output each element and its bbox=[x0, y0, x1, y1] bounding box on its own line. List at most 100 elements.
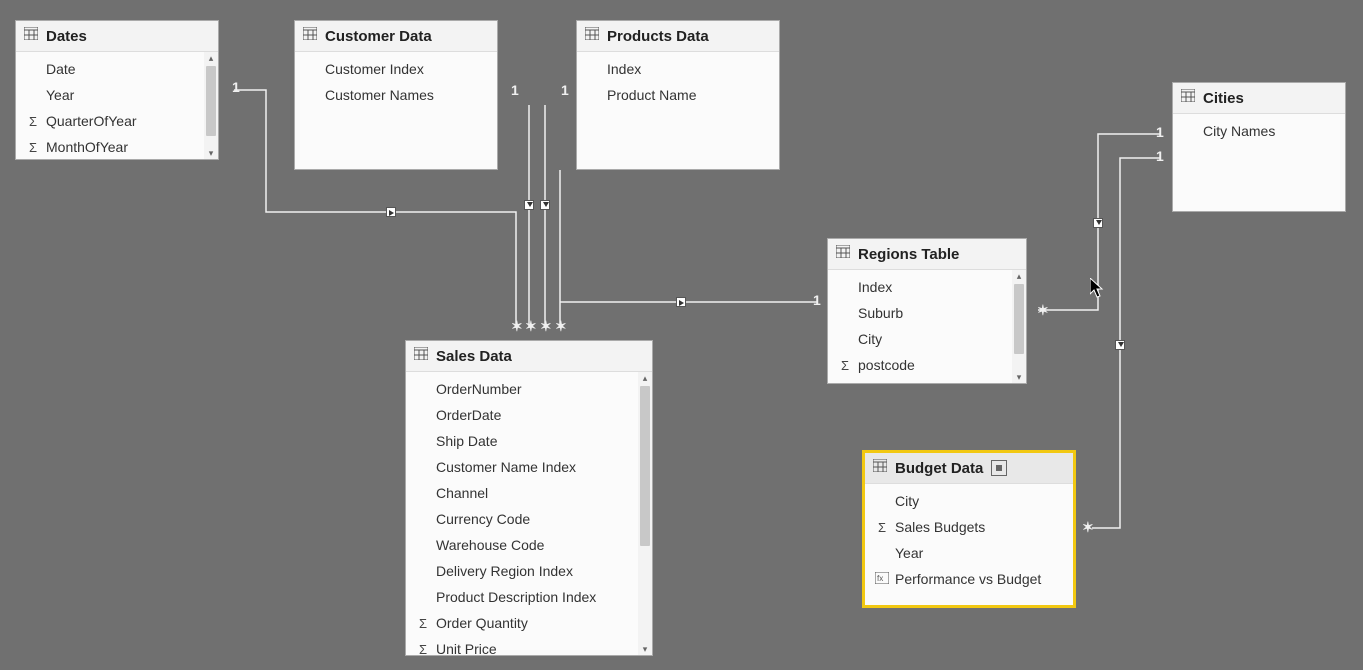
table-title: Cities bbox=[1203, 90, 1244, 107]
table-header[interactable]: Sales Data bbox=[406, 341, 652, 372]
field-name: Performance vs Budget bbox=[895, 571, 1041, 587]
table-products[interactable]: Products Data Index Product Name bbox=[576, 20, 780, 170]
sigma-icon: Σ bbox=[836, 358, 854, 373]
table-body: Index Product Name bbox=[577, 52, 779, 169]
table-icon bbox=[414, 347, 428, 365]
field-name: City bbox=[858, 331, 882, 347]
field-row[interactable]: ΣQuarterOfYear bbox=[16, 108, 218, 134]
field-row[interactable]: Suburb bbox=[828, 300, 1026, 326]
field-name: Product Description Index bbox=[436, 589, 596, 605]
field-row[interactable]: fx Performance vs Budget bbox=[865, 566, 1073, 592]
table-header[interactable]: Products Data bbox=[577, 21, 779, 52]
field-row[interactable]: ΣMonthOfYear bbox=[16, 134, 218, 159]
table-header[interactable]: Dates bbox=[16, 21, 218, 52]
table-icon bbox=[873, 459, 887, 477]
field-row[interactable]: Currency Code bbox=[406, 506, 652, 532]
table-icon bbox=[1181, 89, 1195, 107]
field-name: Order Quantity bbox=[436, 615, 528, 631]
field-row[interactable]: City bbox=[828, 326, 1026, 352]
field-row[interactable]: Product Description Index bbox=[406, 584, 652, 610]
table-title: Dates bbox=[46, 28, 87, 45]
scrollbar[interactable]: ▴▾ bbox=[204, 52, 218, 159]
field-name: OrderNumber bbox=[436, 381, 522, 397]
field-row[interactable]: City Names bbox=[1173, 118, 1345, 144]
scroll-thumb[interactable] bbox=[640, 386, 650, 546]
table-sales[interactable]: Sales Data OrderNumber OrderDate Ship Date C… bbox=[405, 340, 653, 656]
field-name: Ship Date bbox=[436, 433, 497, 449]
field-row[interactable]: Delivery Region Index bbox=[406, 558, 652, 584]
filter-arrow bbox=[540, 200, 550, 210]
scrollbar[interactable]: ▴▾ bbox=[638, 372, 652, 655]
mouse-cursor bbox=[1090, 278, 1106, 303]
table-body: CityΣSales BudgetsYear fx Performance vs B… bbox=[865, 484, 1073, 605]
table-title: Regions Table bbox=[858, 246, 959, 263]
table-header[interactable]: Customer Data bbox=[295, 21, 497, 52]
field-row[interactable]: Σpostcode bbox=[828, 352, 1026, 378]
field-row[interactable]: Σ Order Quantity bbox=[406, 610, 652, 636]
cardinality-label: 1 bbox=[232, 79, 240, 95]
field-name: Index bbox=[607, 61, 641, 77]
field-row[interactable]: Index bbox=[577, 56, 779, 82]
scroll-up-icon[interactable]: ▴ bbox=[1017, 270, 1022, 282]
field-row[interactable]: Customer Names bbox=[295, 82, 497, 108]
cardinality-label: 1 bbox=[813, 292, 821, 308]
field-row[interactable]: Year bbox=[16, 82, 218, 108]
table-dates[interactable]: DatesDateYearΣQuarterOfYearΣMonthOfYear▴… bbox=[15, 20, 219, 160]
field-row[interactable]: Customer Name Index bbox=[406, 454, 652, 480]
field-row[interactable]: Warehouse Code bbox=[406, 532, 652, 558]
field-row[interactable]: ΣUnit Price bbox=[406, 636, 652, 655]
table-body: OrderNumber OrderDate Ship Date Customer Na… bbox=[406, 372, 652, 655]
svg-text:fx: fx bbox=[877, 574, 883, 583]
table-header[interactable]: Regions Table bbox=[828, 239, 1026, 270]
table-title: Sales Data bbox=[436, 348, 512, 365]
field-name: Year bbox=[46, 87, 74, 103]
field-row[interactable]: Index bbox=[828, 274, 1026, 300]
table-body: Customer Index Customer Names bbox=[295, 52, 497, 169]
filter-arrow bbox=[1093, 218, 1103, 228]
table-header[interactable]: Budget Data bbox=[865, 453, 1073, 484]
scroll-down-icon[interactable]: ▾ bbox=[1017, 371, 1022, 383]
table-body: City Names bbox=[1173, 114, 1345, 211]
field-name: Suburb bbox=[858, 305, 903, 321]
scrollbar[interactable]: ▴▾ bbox=[1012, 270, 1026, 383]
table-budget[interactable]: Budget Data CityΣSales BudgetsYear fx Perfo… bbox=[862, 450, 1076, 608]
field-row[interactable]: OrderDate bbox=[406, 402, 652, 428]
field-name: Customer Index bbox=[325, 61, 424, 77]
field-row[interactable]: Date bbox=[16, 56, 218, 82]
field-name: postcode bbox=[858, 357, 915, 373]
field-row[interactable]: City bbox=[865, 488, 1073, 514]
field-row[interactable]: Product Name bbox=[577, 82, 779, 108]
scroll-thumb[interactable] bbox=[1014, 284, 1024, 354]
table-title: Budget Data bbox=[895, 460, 983, 477]
sigma-icon: Σ bbox=[414, 616, 432, 631]
scroll-up-icon[interactable]: ▴ bbox=[643, 372, 648, 384]
sigma-icon: Σ bbox=[24, 140, 42, 155]
table-regions[interactable]: Regions TableIndexSuburbCityΣpostcode▴▾ bbox=[827, 238, 1027, 384]
field-name: Date bbox=[46, 61, 76, 77]
scroll-down-icon[interactable]: ▾ bbox=[209, 147, 214, 159]
scroll-thumb[interactable] bbox=[206, 66, 216, 136]
field-row[interactable]: OrderNumber bbox=[406, 376, 652, 402]
table-customer[interactable]: Customer Data Customer Index Customer Name… bbox=[294, 20, 498, 170]
field-row[interactable]: Ship Date bbox=[406, 428, 652, 454]
table-body: DateYearΣQuarterOfYearΣMonthOfYear▴▾ bbox=[16, 52, 218, 159]
field-row[interactable]: Channel bbox=[406, 480, 652, 506]
field-row[interactable]: ΣSales Budgets bbox=[865, 514, 1073, 540]
table-icon bbox=[24, 27, 38, 45]
cardinality-label: ✶ bbox=[540, 318, 552, 335]
field-row[interactable]: Year bbox=[865, 540, 1073, 566]
field-name: Currency Code bbox=[436, 511, 530, 527]
cardinality-label: 1 bbox=[1156, 124, 1164, 140]
table-body: IndexSuburbCityΣpostcode▴▾ bbox=[828, 270, 1026, 383]
filter-arrow bbox=[676, 297, 686, 307]
scroll-up-icon[interactable]: ▴ bbox=[209, 52, 214, 64]
table-header[interactable]: Cities bbox=[1173, 83, 1345, 114]
field-name: Customer Names bbox=[325, 87, 434, 103]
cardinality-label: ✶ bbox=[1037, 302, 1049, 319]
field-name: Unit Price bbox=[436, 641, 497, 655]
cardinality-label: ✶ bbox=[511, 318, 523, 335]
table-cities[interactable]: Cities City Names bbox=[1172, 82, 1346, 212]
field-row[interactable]: Customer Index bbox=[295, 56, 497, 82]
scroll-down-icon[interactable]: ▾ bbox=[643, 643, 648, 655]
field-name: Channel bbox=[436, 485, 488, 501]
